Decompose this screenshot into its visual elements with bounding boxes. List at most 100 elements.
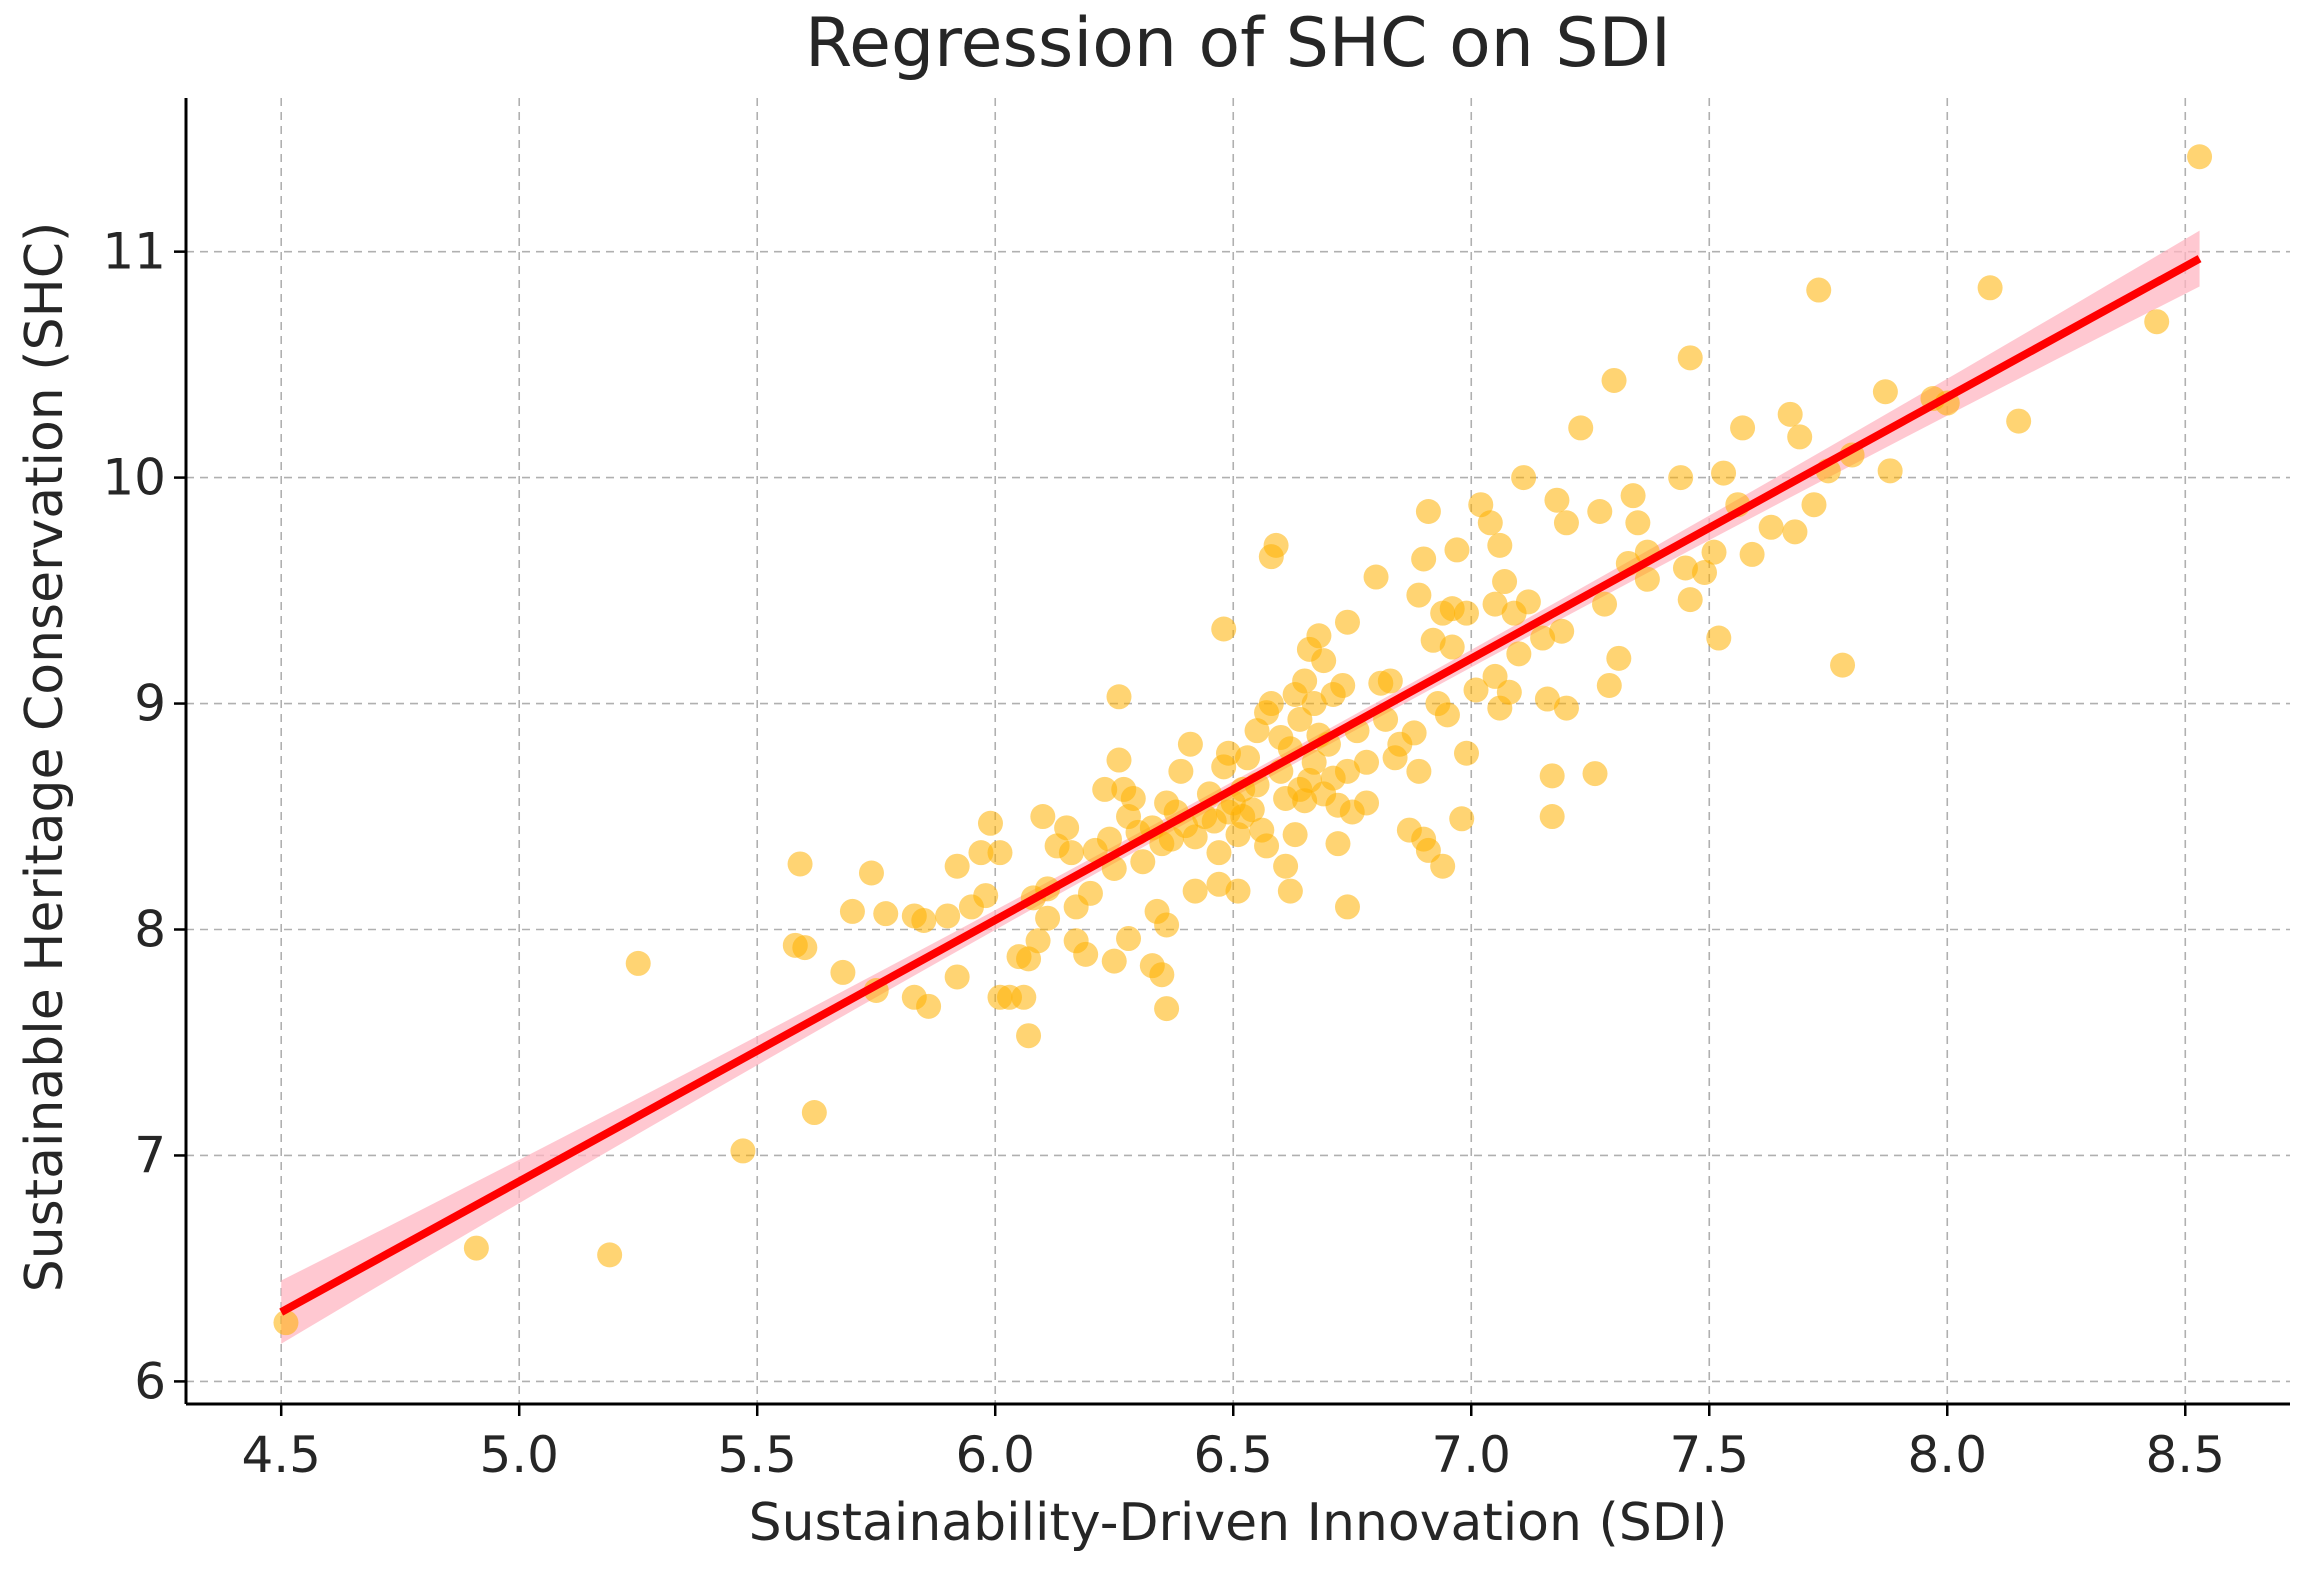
data-point <box>1582 761 1608 787</box>
data-point <box>1177 731 1203 757</box>
data-point <box>2006 408 2032 434</box>
data-point <box>1168 758 1194 784</box>
data-point <box>968 840 994 866</box>
data-point <box>1030 804 1056 830</box>
data-point <box>1215 740 1241 766</box>
data-point <box>977 810 1003 836</box>
data-point <box>1325 831 1351 857</box>
data-point <box>1401 720 1427 746</box>
data-point <box>787 851 813 877</box>
data-point <box>1587 498 1613 524</box>
data-point <box>1539 763 1565 789</box>
data-point <box>1806 277 1832 303</box>
regression-line-layer <box>279 255 2202 1316</box>
data-point <box>1511 465 1537 491</box>
data-point <box>1254 833 1280 859</box>
data-point <box>1239 797 1265 823</box>
data-point <box>1439 634 1465 660</box>
data-point <box>1354 790 1380 816</box>
data-point <box>1787 424 1813 450</box>
data-point <box>1449 806 1475 832</box>
data-point <box>1977 275 2003 301</box>
data-point <box>1363 564 1389 590</box>
x-tick-label: 7.5 <box>1669 1426 1749 1484</box>
y-tick-label: 9 <box>134 675 166 733</box>
data-point <box>1096 826 1122 852</box>
x-tick-label: 8.0 <box>1908 1426 1988 1484</box>
data-point <box>1334 894 1360 920</box>
data-point <box>1106 684 1132 710</box>
data-point <box>1292 668 1318 694</box>
data-point <box>1534 686 1560 712</box>
data-point <box>1035 905 1061 931</box>
y-tick-label: 6 <box>134 1352 166 1410</box>
y-axis-title: Sustainable Heritage Conservation (SHC) <box>15 222 75 1293</box>
data-point <box>1782 519 1808 545</box>
data-point <box>1411 546 1437 572</box>
y-tick-label: 8 <box>134 901 166 959</box>
data-point <box>792 935 818 961</box>
data-point <box>730 1138 756 1164</box>
data-point <box>1154 912 1180 938</box>
data-point <box>1377 668 1403 694</box>
data-point <box>625 950 651 976</box>
data-point <box>1430 853 1456 879</box>
data-point <box>1544 487 1570 513</box>
data-point <box>1130 849 1156 875</box>
data-point <box>1282 822 1308 848</box>
tick-layer: 4.5 5.0 5.5 6.0 6.5 7.0 7.5 8.0 8.5 6 7 8 9 10 11 <box>102 223 2225 1484</box>
data-point <box>1549 618 1575 644</box>
data-point <box>1596 672 1622 698</box>
y-tick-label: 10 <box>102 449 166 507</box>
data-point <box>1515 589 1541 615</box>
data-point <box>1672 555 1698 581</box>
y-tick-label: 11 <box>102 223 166 281</box>
data-point <box>987 840 1013 866</box>
data-point <box>1354 749 1380 775</box>
data-point <box>1301 749 1327 775</box>
data-point <box>858 860 884 886</box>
data-point <box>1758 514 1784 540</box>
data-point <box>1116 926 1142 952</box>
data-point <box>1420 627 1446 653</box>
data-point <box>1482 591 1508 617</box>
data-point <box>1453 600 1479 626</box>
data-point <box>597 1242 623 1268</box>
data-point <box>1877 458 1903 484</box>
data-point <box>916 993 942 1019</box>
data-point <box>1182 824 1208 850</box>
data-point <box>1225 878 1251 904</box>
data-point <box>1530 625 1556 651</box>
data-point <box>1311 648 1337 674</box>
data-point <box>801 1100 827 1126</box>
data-point <box>1620 483 1646 509</box>
data-point <box>1701 539 1727 565</box>
grid-layer <box>186 98 2290 1404</box>
data-point <box>1415 498 1441 524</box>
data-point <box>1677 345 1703 371</box>
data-point <box>1444 537 1470 563</box>
data-point <box>1625 510 1651 536</box>
data-point <box>1277 878 1303 904</box>
data-point <box>2187 144 2213 170</box>
data-point <box>1711 460 1737 486</box>
data-point <box>1334 609 1360 635</box>
data-point <box>1801 492 1827 518</box>
data-point <box>1568 415 1594 441</box>
data-point <box>1263 532 1289 558</box>
data-point <box>1011 984 1037 1010</box>
data-point <box>1830 652 1856 678</box>
x-axis-title: Sustainability-Driven Innovation (SDI) <box>749 1493 1728 1553</box>
data-point <box>1606 645 1632 671</box>
data-point <box>1739 541 1765 567</box>
data-point <box>1073 941 1099 967</box>
data-point <box>935 903 961 929</box>
data-point <box>1730 415 1756 441</box>
data-point <box>1077 880 1103 906</box>
data-point <box>1058 840 1084 866</box>
data-point <box>1054 815 1080 841</box>
data-point <box>1206 840 1232 866</box>
data-point <box>1182 878 1208 904</box>
